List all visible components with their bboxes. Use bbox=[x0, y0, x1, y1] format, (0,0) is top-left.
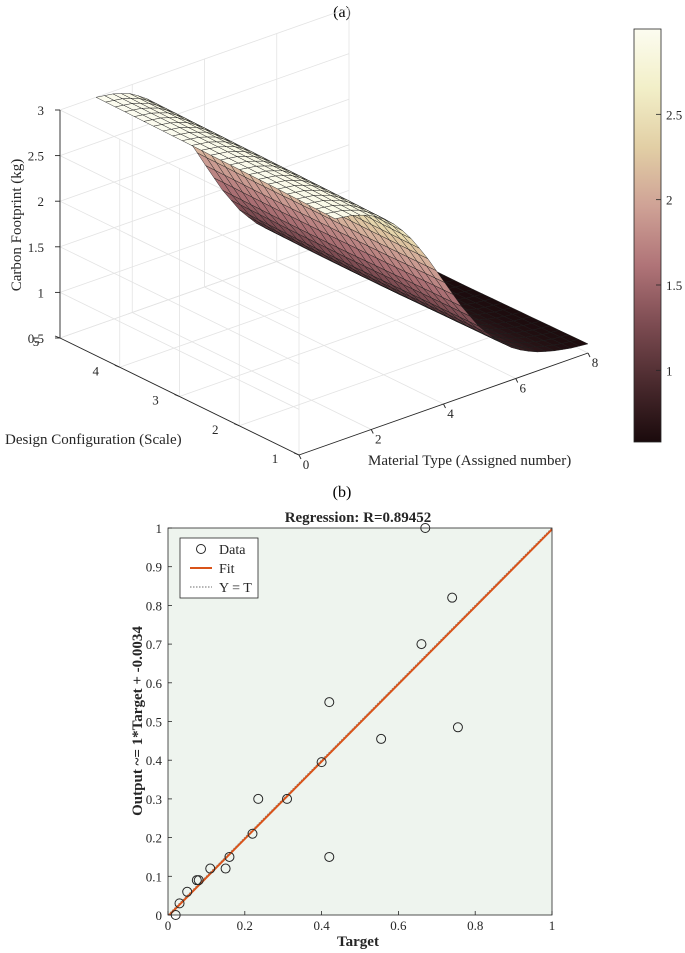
surface-axes: 0 2 4 6 8 1 2 3 4 50.5 1 1.5 2 2.5 3 bbox=[28, 103, 599, 472]
x-tick-label: 0.2 bbox=[237, 918, 253, 933]
data-point bbox=[182, 886, 193, 897]
legend-data-marker bbox=[196, 544, 206, 554]
y-tick bbox=[174, 394, 180, 397]
grid-z-back bbox=[59, 7, 350, 111]
grid-z-back bbox=[59, 53, 350, 156]
data-point bbox=[205, 863, 216, 874]
surface-chart: (a) 0 2 4 6 8 1 2 3 4 50.5 1 1.5 2 2.5 3 Carbon Footpr… bbox=[5, 4, 682, 472]
y-tick-label: 0.2 bbox=[146, 831, 162, 846]
data-point bbox=[324, 851, 335, 862]
z-tick-label: 0.5 bbox=[28, 331, 44, 346]
grid-z-left bbox=[59, 200, 300, 319]
fit-line bbox=[168, 528, 553, 916]
y-tick-label: 5 bbox=[33, 334, 40, 349]
y-tick bbox=[114, 364, 120, 368]
grid-z-left bbox=[59, 292, 300, 410]
y-tick-label: 0.4 bbox=[146, 753, 163, 768]
y-tick-label: 0.1 bbox=[146, 869, 162, 884]
x-tick bbox=[515, 378, 519, 383]
data-point bbox=[174, 898, 185, 909]
x-tick bbox=[370, 429, 374, 434]
y-tick-label: 4 bbox=[93, 363, 100, 378]
z-tick-label: 1 bbox=[38, 285, 45, 300]
x-tick bbox=[443, 403, 446, 409]
grid-z-left bbox=[59, 155, 300, 273]
colorbar-tick-label: 2 bbox=[666, 193, 673, 208]
regression-chart: (b) Regression: R=0.89452 0 0.2 0.4 0.6 0.8 1… bbox=[130, 484, 555, 950]
x-axis-label: Material Type (Assigned number) bbox=[368, 453, 571, 469]
y-axis-label: Design Configuration (Scale) bbox=[5, 432, 182, 448]
grid-z-back bbox=[59, 144, 350, 248]
y-tick bbox=[293, 452, 300, 456]
data-point bbox=[447, 592, 458, 603]
legend-entry-fit: Fit bbox=[219, 562, 235, 577]
data-point bbox=[316, 757, 327, 768]
y-tick-label: 3 bbox=[152, 393, 159, 408]
surface-mesh bbox=[95, 93, 589, 353]
data-point bbox=[376, 733, 387, 744]
y-tick-label: 2 bbox=[212, 422, 219, 437]
y-tick-label: 1 bbox=[156, 521, 163, 536]
data-point bbox=[224, 851, 235, 862]
x-tick-label: 6 bbox=[520, 381, 527, 396]
y-axis-label: Output ~= 1*Target + -0.0034 bbox=[130, 626, 146, 816]
data-points bbox=[170, 523, 463, 920]
x-axis-label: Target bbox=[337, 934, 379, 950]
x-tick-label: 0 bbox=[303, 457, 310, 472]
axis-ticks: 0 0.2 0.4 0.6 0.8 1 0 0.1 0.2 0.3 0.4 0.5 0.6 0.7 0.8 0… bbox=[146, 521, 556, 933]
y-tick-label: 0.8 bbox=[146, 598, 162, 613]
legend-entry-data: Data bbox=[219, 543, 246, 558]
grid-z-left bbox=[59, 246, 300, 365]
colorbar-scale bbox=[633, 28, 662, 443]
x-tick-label: 0.8 bbox=[467, 918, 483, 933]
data-point bbox=[452, 722, 463, 733]
y-tick-label: 0.7 bbox=[146, 637, 163, 652]
x-tick-label: 0.4 bbox=[313, 918, 330, 933]
z-tick-label: 2 bbox=[38, 194, 45, 209]
chart-title: Regression: R=0.89452 bbox=[285, 510, 432, 526]
colorbar-tick-label: 1.5 bbox=[666, 278, 682, 293]
x-tick-label: 2 bbox=[375, 432, 382, 447]
colorbar-tick-label: 2.5 bbox=[666, 107, 682, 122]
z-tick-label: 1.5 bbox=[28, 240, 44, 255]
y-tick-label: 0.6 bbox=[146, 676, 163, 691]
data-point bbox=[324, 697, 335, 708]
y-tick-label: 1 bbox=[272, 451, 279, 466]
x-tick-label: 4 bbox=[447, 406, 454, 421]
grid-y-floor bbox=[119, 264, 409, 368]
y-tick-label: 0.5 bbox=[146, 715, 162, 730]
data-point bbox=[253, 793, 264, 804]
colorbar: 1 1.5 2 2.5 bbox=[633, 28, 682, 443]
surface-patch bbox=[569, 339, 589, 347]
data-point bbox=[416, 639, 427, 650]
panel-a-label: (a) bbox=[333, 4, 351, 21]
data-point bbox=[282, 793, 293, 804]
legend: Data Fit Y = T bbox=[179, 537, 259, 599]
grid-y-floor bbox=[179, 294, 469, 397]
grid-y-floor bbox=[239, 323, 529, 427]
z-tick-label: 3 bbox=[38, 103, 45, 118]
x-tick bbox=[298, 454, 302, 460]
x-tick-label: 0 bbox=[165, 918, 172, 933]
panel-b-label: (b) bbox=[333, 484, 352, 501]
x-tick-label: 0.6 bbox=[390, 918, 407, 933]
z-axis-label: Carbon Footprint (kg) bbox=[9, 159, 25, 292]
data-point bbox=[193, 875, 204, 886]
y-tick-label: 0 bbox=[156, 908, 163, 923]
legend-entry-identity: Y = T bbox=[219, 581, 252, 596]
data-point bbox=[247, 828, 258, 839]
x-tick-label: 8 bbox=[592, 355, 599, 370]
y-tick-label: 0.3 bbox=[146, 792, 162, 807]
x-tick bbox=[587, 352, 591, 358]
grid-z-back bbox=[59, 235, 350, 339]
y-tick-label: 0.9 bbox=[146, 560, 162, 575]
z-tick-label: 2.5 bbox=[28, 149, 44, 164]
y-tick bbox=[234, 423, 240, 427]
x-tick-label: 1 bbox=[549, 918, 556, 933]
colorbar-tick-label: 1 bbox=[666, 363, 673, 378]
data-point bbox=[220, 863, 231, 874]
